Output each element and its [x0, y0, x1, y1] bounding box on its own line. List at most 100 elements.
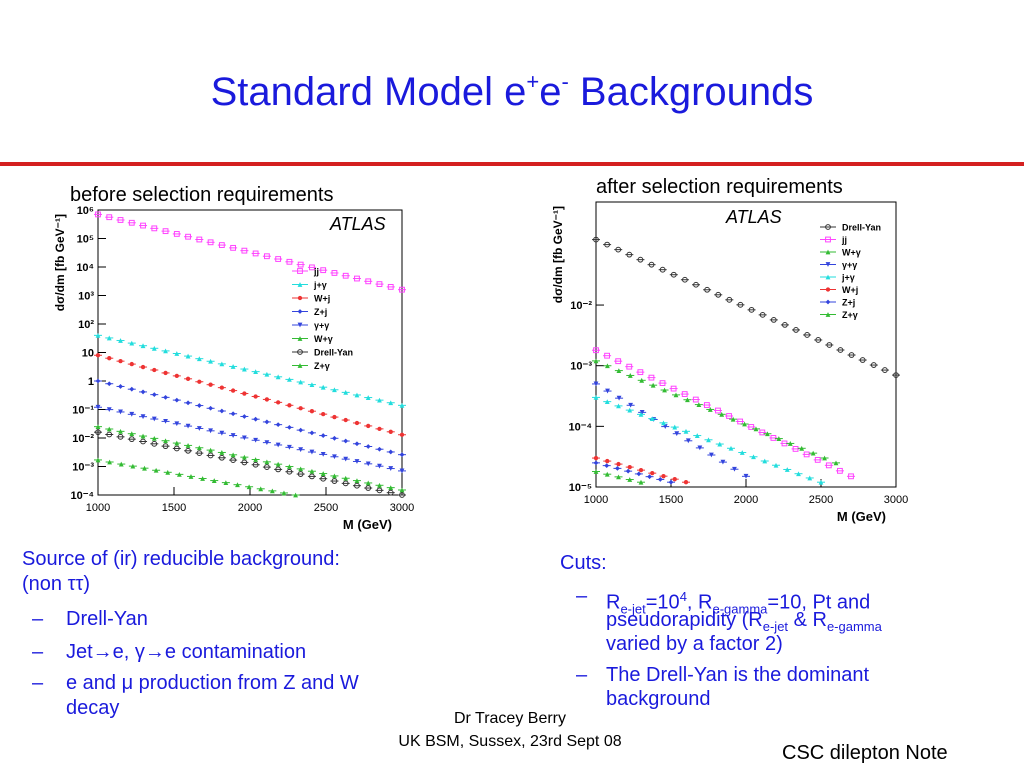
data-point — [218, 454, 225, 461]
data-point — [235, 482, 240, 488]
data-point — [593, 460, 599, 466]
data-point — [657, 477, 663, 482]
cuts-bullet-2-line1: The Drell-Yan is the dominant — [606, 664, 870, 686]
data-point — [185, 376, 191, 381]
cuts-bullet-2-line2: background — [606, 688, 711, 710]
data-point — [309, 468, 315, 474]
legend-label: Z+j — [314, 307, 327, 317]
data-point — [219, 408, 225, 414]
x-tick-label: 3000 — [884, 494, 908, 506]
data-point — [377, 463, 382, 469]
series-j+γ — [94, 332, 406, 408]
data-point — [297, 268, 303, 274]
data-point — [706, 437, 711, 443]
legend-label: W+γ — [314, 334, 333, 344]
left-atlas-label: ATLAS — [330, 214, 386, 234]
data-point — [297, 322, 303, 328]
x-axis-label: M (GeV) — [837, 509, 886, 524]
data-point — [253, 394, 258, 399]
data-point — [332, 473, 337, 479]
data-point — [593, 455, 599, 461]
data-point — [616, 368, 622, 374]
data-point — [275, 400, 281, 405]
data-point — [739, 450, 745, 455]
data-point — [287, 424, 292, 430]
data-point — [211, 478, 217, 483]
data-point — [604, 471, 610, 477]
data-point — [321, 411, 326, 417]
data-point — [174, 351, 180, 356]
data-point — [207, 239, 214, 246]
data-point — [776, 436, 782, 441]
data-point — [638, 479, 644, 485]
data-point — [298, 447, 304, 453]
data-point — [377, 482, 382, 488]
data-point — [748, 424, 755, 430]
data-point — [185, 447, 191, 454]
data-point — [715, 407, 721, 414]
right-caption: after selection requirements — [596, 176, 843, 198]
data-point — [208, 447, 213, 453]
data-point — [219, 361, 225, 367]
data-point — [151, 416, 157, 422]
data-point — [674, 431, 680, 437]
data-point — [670, 271, 677, 278]
data-point — [387, 489, 394, 496]
plot-frame — [97, 209, 403, 496]
bullet-dash: – — [32, 672, 44, 694]
data-point — [637, 256, 644, 263]
data-point — [309, 382, 315, 387]
data-point — [376, 487, 383, 494]
data-point — [185, 353, 191, 359]
data-point — [822, 455, 827, 461]
series-W+γ — [592, 358, 840, 466]
x-tick-label: 2000 — [238, 502, 262, 514]
data-point — [153, 467, 159, 473]
data-point — [593, 381, 599, 387]
data-point — [881, 367, 888, 373]
x-tick-label: 3000 — [390, 502, 414, 514]
data-point — [605, 388, 610, 394]
left-heading-2: (non ττ) — [22, 573, 91, 595]
x-tick-label: 2500 — [809, 494, 833, 506]
x-tick-label: 1500 — [162, 502, 186, 514]
data-point — [140, 222, 146, 229]
data-point — [870, 362, 877, 368]
data-point — [297, 471, 304, 477]
data-point — [264, 397, 270, 402]
data-point — [129, 340, 135, 346]
data-point — [659, 380, 666, 387]
data-point — [208, 405, 213, 411]
data-point — [825, 274, 831, 280]
data-point — [297, 349, 303, 355]
data-point — [208, 382, 213, 387]
cuts-bullet-1-line1: Re-jet=104, Re-gamma=10, Pt and — [606, 589, 871, 617]
data-point — [218, 242, 225, 248]
data-point — [399, 468, 405, 474]
data-point — [627, 464, 632, 470]
footer-author: Dr Tracey Berry — [453, 710, 566, 727]
left-bullet-3: e and μ production from Z and W — [66, 672, 359, 694]
data-point — [128, 436, 135, 443]
data-point — [661, 474, 666, 479]
data-point — [342, 272, 349, 279]
data-point — [365, 395, 371, 400]
data-point — [275, 422, 281, 428]
data-point — [275, 256, 282, 262]
data-point — [670, 385, 677, 392]
data-point — [253, 457, 259, 462]
data-point — [320, 471, 326, 476]
data-point — [253, 437, 259, 443]
data-point — [781, 322, 788, 328]
data-point — [366, 423, 371, 429]
data-point — [95, 424, 101, 430]
data-point — [715, 291, 722, 298]
slide-title: Standard Model e+e- Backgrounds — [0, 69, 1024, 115]
data-point — [253, 369, 259, 375]
data-point — [207, 452, 214, 459]
data-point — [95, 404, 101, 410]
data-point — [287, 377, 292, 382]
data-point — [354, 275, 360, 282]
data-point — [264, 419, 270, 425]
data-point — [354, 482, 360, 489]
